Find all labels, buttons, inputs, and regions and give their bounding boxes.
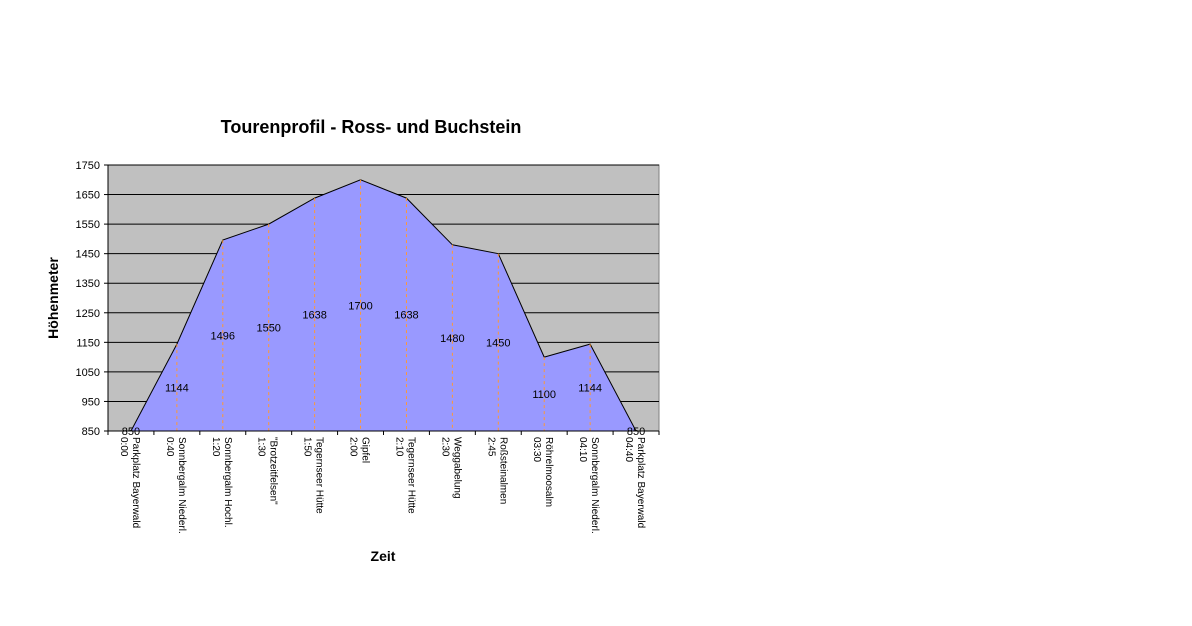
category-label: Tegernseer Hütte1:50: [302, 437, 325, 514]
y-axis-title: Höhenmeter: [45, 257, 61, 339]
category-name: Parkplatz Bayerwald: [130, 437, 141, 528]
data-label: 1496: [211, 331, 235, 343]
data-label: 1480: [440, 333, 464, 345]
droplines: [176, 179, 591, 431]
category-label: "Brotzeitfelsen"1:30: [256, 437, 279, 505]
area-series: [130, 179, 637, 432]
category-time: 2:10: [393, 437, 404, 457]
category-time: 03:30: [531, 437, 542, 462]
y-tick-label: 1250: [76, 308, 100, 320]
chart-title: Tourenprofil - Ross- und Buchstein: [221, 117, 522, 137]
y-tick-label: 950: [82, 396, 100, 408]
category-label: Roßsteinalmen2:45: [485, 437, 508, 504]
category-label: Sonnbergalm Hochl.1:20: [210, 437, 233, 528]
area-fill: [130, 179, 637, 431]
category-time: 1:30: [256, 437, 267, 457]
category-time: 0:40: [164, 437, 175, 457]
category-time: 2:30: [439, 437, 450, 457]
category-name: Parkplatz Bayerwald: [635, 437, 646, 528]
category-name: Gipfel: [360, 437, 371, 463]
y-tick-label: 1050: [76, 367, 100, 379]
category-name: Roßsteinalmen: [497, 437, 508, 504]
data-label: 1550: [256, 323, 280, 335]
data-label: 1144: [165, 383, 189, 395]
y-tick-label: 1650: [76, 190, 100, 202]
category-name: "Brotzeitfelsen": [268, 437, 279, 505]
category-name: Weggabelung: [451, 437, 462, 499]
data-label: 1450: [486, 337, 510, 349]
y-tick-label: 1150: [76, 337, 100, 349]
y-tick-label: 1350: [76, 278, 100, 290]
data-labels: 850 1144 1496 1550 1638 1700 1638 1480 1450 1100 1…: [122, 300, 645, 438]
category-time: 2:00: [348, 437, 359, 457]
data-label: 1100: [532, 389, 556, 401]
y-tick-label: 1550: [76, 219, 100, 231]
data-label: 1638: [302, 310, 326, 322]
category-label: Sonnbergalm Niederl.04:10: [577, 437, 600, 534]
category-label: Parkplatz Bayerwald04:40: [623, 437, 646, 528]
category-time: 2:45: [485, 437, 496, 457]
category-label: Tegernseer Hütte2:10: [393, 437, 416, 514]
data-label: 1700: [348, 300, 372, 312]
category-time: 04:10: [577, 437, 588, 462]
y-tick-label: 1450: [76, 249, 100, 261]
category-name: Sonnbergalm Hochl.: [222, 437, 233, 528]
x-axis-title: Zeit: [371, 548, 396, 564]
x-axis-categories: Parkplatz Bayerwald0:00 Sonnbergalm Niede…: [107, 431, 660, 534]
category-time: 04:40: [623, 437, 634, 462]
data-label: 850: [122, 426, 140, 438]
data-label: 1638: [394, 310, 418, 322]
y-axis-ticks: 850 950 1050 1150 1250 1350 1450 1550 1650 1750: [76, 160, 108, 438]
category-name: Tegernseer Hütte: [314, 437, 325, 514]
category-name: Sonnbergalm Niederl.: [589, 437, 600, 534]
category-label: Gipfel2:00: [348, 437, 371, 463]
category-label: Sonnbergalm Niederl.0:40: [164, 437, 187, 534]
data-label: 850: [627, 426, 645, 438]
category-name: Röhrelmoosalm: [543, 437, 554, 507]
category-time: 1:50: [302, 437, 313, 457]
category-time: 1:20: [210, 437, 221, 457]
category-name: Sonnbergalm Niederl.: [176, 437, 187, 534]
category-label: Röhrelmoosalm03:30: [531, 437, 554, 507]
y-tick-label: 850: [82, 426, 100, 438]
category-label: Parkplatz Bayerwald0:00: [118, 437, 141, 528]
category-name: Tegernseer Hütte: [405, 437, 416, 514]
area-line: [130, 179, 637, 432]
data-label: 1144: [578, 383, 602, 395]
category-label: Weggabelung2:30: [439, 437, 462, 499]
y-tick-label: 1750: [76, 160, 100, 172]
category-time: 0:00: [118, 437, 129, 457]
